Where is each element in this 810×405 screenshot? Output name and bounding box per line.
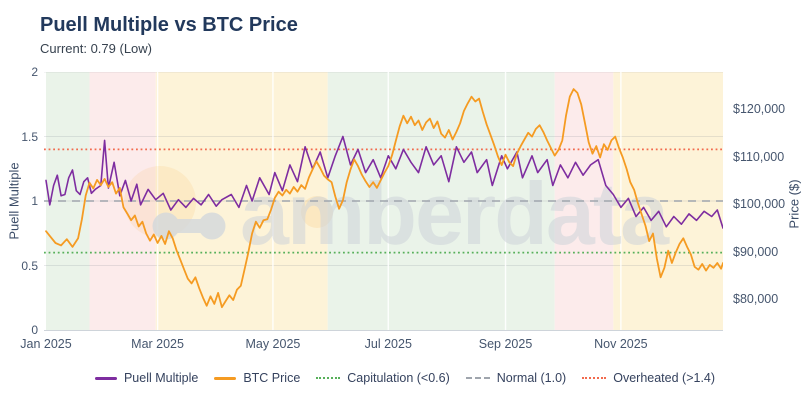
legend-swatch-icon: [582, 377, 607, 379]
legend-item-capitulation-0-6[interactable]: Capitulation (<0.6): [316, 371, 450, 385]
y-right-tick: $100,000: [733, 197, 786, 212]
chart-legend: Puell Multiple BTC Price Capitulation (<0.…: [0, 371, 810, 385]
legend-item-puell-multiple[interactable]: Puell Multiple: [94, 371, 199, 385]
series-line-btc-price: [45, 88, 723, 309]
plot-series-layer: [44, 88, 723, 309]
x-tick: Mar 2025: [131, 337, 184, 351]
legend-swatch-icon: [465, 377, 490, 379]
legend-swatch-icon: [214, 376, 237, 380]
legend-swatch-icon: [94, 376, 117, 380]
legend-item-normal-1-0[interactable]: Normal (1.0): [465, 371, 567, 385]
y-left-tick: 0.5: [21, 258, 38, 273]
y-left-tick: 0: [31, 323, 38, 337]
legend-swatch-icon: [316, 377, 341, 379]
y-right-tick: $80,000: [733, 292, 779, 307]
x-tick: May 2025: [245, 337, 301, 351]
legend-label: Overheated (>1.4): [613, 371, 716, 385]
y-axis-title-right: Price ($): [786, 179, 802, 229]
legend-item-btc-price[interactable]: BTC Price: [214, 371, 300, 385]
legend-item-overheated-1-4[interactable]: Overheated (>1.4): [582, 371, 715, 385]
y-right-tick: $90,000: [733, 244, 779, 259]
legend-label: Puell Multiple: [123, 371, 199, 385]
chart-subtitle: Current: 0.79 (Low): [40, 41, 152, 56]
y-left-tick: 1.5: [21, 129, 38, 144]
series-line-puell-multiple: [45, 135, 723, 229]
y-right-tick: $120,000: [733, 102, 786, 116]
legend-label: Capitulation (<0.6): [347, 371, 450, 385]
y-left-tick: 1: [31, 194, 38, 208]
x-tick: Jan 2025: [20, 337, 72, 351]
y-left-tick: 2: [31, 65, 38, 79]
regime-band: [46, 72, 90, 330]
x-tick: Jul 2025: [364, 337, 412, 351]
y-right-tick: $110,000: [733, 149, 785, 164]
x-tick: Sep 2025: [478, 337, 533, 351]
legend-label: BTC Price: [243, 371, 301, 385]
page-title: Puell Multiple vs BTC Price: [40, 14, 298, 36]
x-tick: Nov 2025: [594, 337, 648, 351]
legend-label: Normal (1.0): [496, 371, 567, 385]
plot-area[interactable]: amberdata: [44, 72, 723, 331]
